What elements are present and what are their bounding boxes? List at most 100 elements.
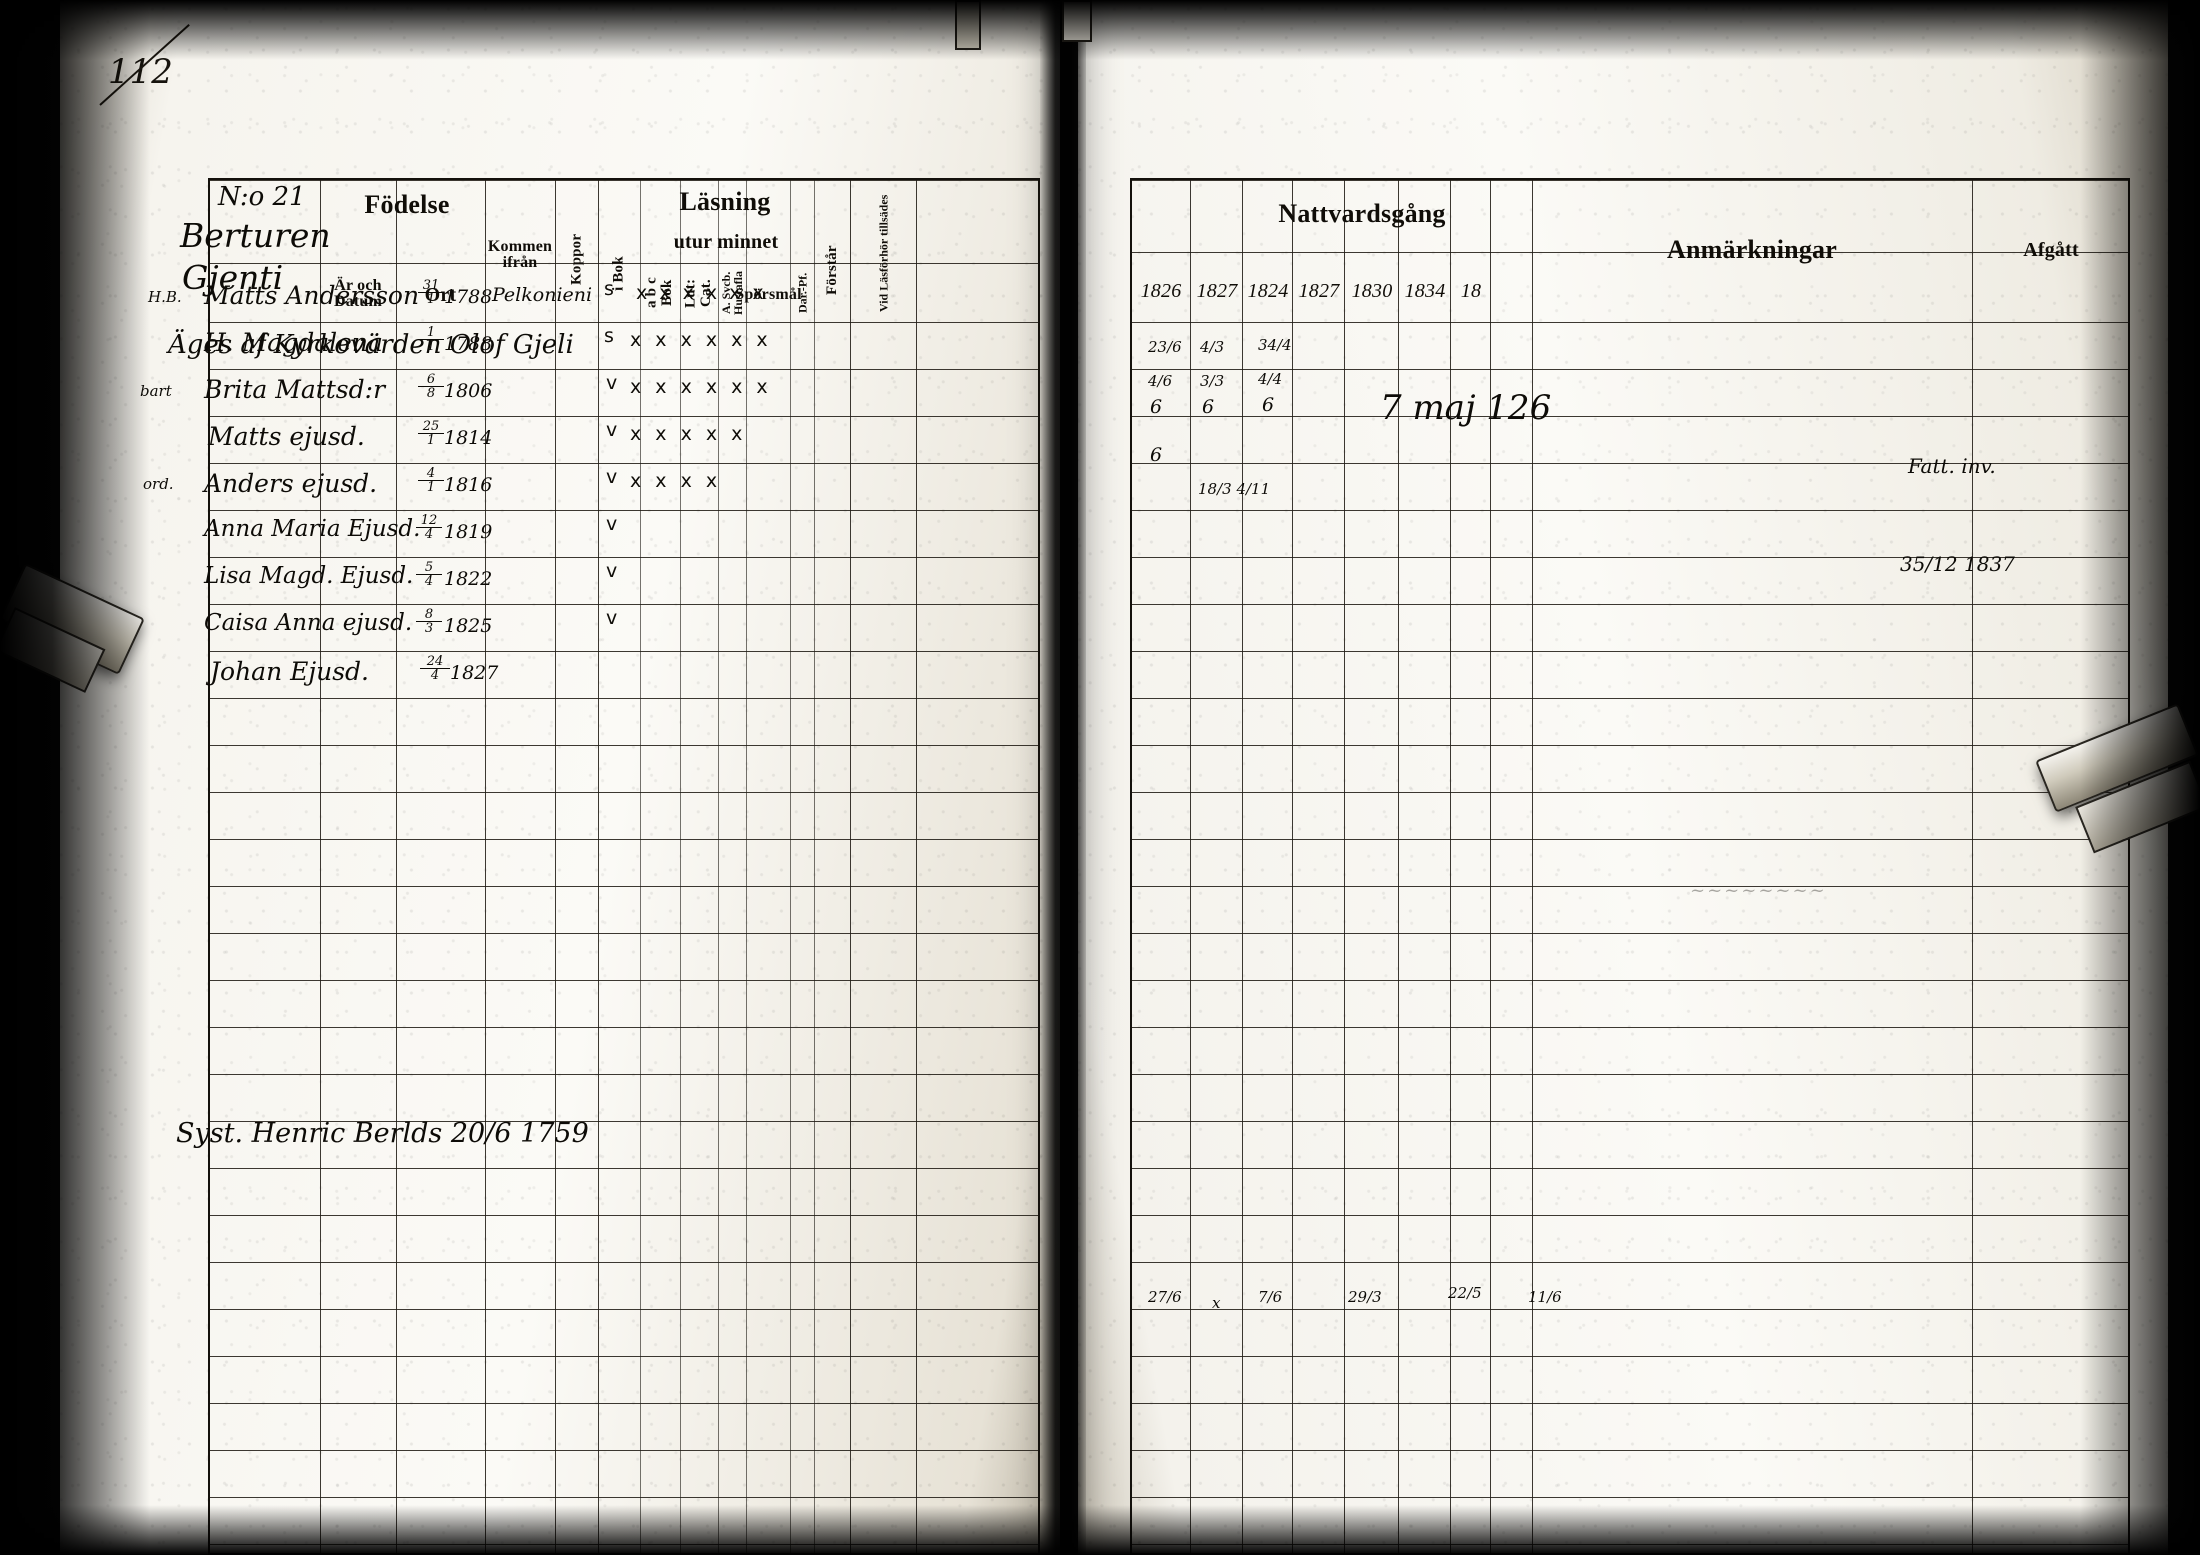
- koppor-mark: v: [606, 560, 618, 582]
- year-col-5: 1830: [1351, 279, 1393, 302]
- hdr-ar-och-datum: Är och Datum: [322, 270, 394, 318]
- communion-cell: 34/4: [1258, 336, 1292, 354]
- bottom-tally: 27/6: [1148, 1288, 1182, 1306]
- communion-cell: 4/4: [1258, 370, 1283, 388]
- year-col-6: 1834: [1404, 279, 1446, 302]
- clip-top-gutter: [1062, 0, 1092, 42]
- birth-year: 1827: [450, 662, 499, 684]
- birth-year: 1819: [444, 521, 493, 543]
- col-sporsmal-end: [790, 180, 791, 1553]
- communion-cell: 3/3: [1200, 372, 1225, 390]
- year-col-4: 1827: [1298, 279, 1340, 302]
- birth-year: 1822: [444, 568, 493, 590]
- birth-day: 6: [418, 373, 444, 387]
- clip-top-center: [955, 0, 981, 50]
- remark-entry: 35/12 1837: [1900, 552, 2015, 576]
- koppor-mark: s: [604, 325, 614, 347]
- col-vidlas-end: [916, 180, 917, 1553]
- person-name: H. Magdalena: [204, 328, 383, 357]
- bottom-tally: 29/3: [1348, 1288, 1382, 1306]
- row-prefix: H.B.: [148, 288, 182, 306]
- year-col-1: 1826: [1140, 279, 1182, 302]
- communion-cell: 18/3 4/11: [1198, 480, 1271, 498]
- hdr-ort: Ort: [424, 283, 457, 306]
- hdr-ar-och-datum-label: Är och Datum: [333, 276, 383, 310]
- person-name: Caisa Anna ejusd.: [204, 610, 413, 636]
- hdr-utur-minnet: utur minnet: [673, 230, 779, 253]
- reading-marks: x x x x x x: [630, 376, 772, 398]
- birth-year: 1825: [444, 615, 493, 637]
- communion-cell: 4/6: [1148, 372, 1173, 390]
- person-name: Matts ejusd.: [208, 422, 365, 451]
- reading-marks: x x x x: [630, 470, 722, 492]
- hdr-kommen-ifran: Kommen ifrån: [487, 237, 553, 271]
- col-y4: [1344, 180, 1345, 1553]
- col-remarks-end: [1972, 180, 1973, 1553]
- communion-cell: 4/3: [1200, 338, 1225, 356]
- birth-day: 24: [420, 655, 450, 669]
- col-from-end: [555, 180, 556, 1553]
- birth-month: 1: [426, 339, 436, 354]
- birth-year: 1788: [444, 286, 493, 308]
- communion-cell: 6: [1150, 396, 1163, 418]
- communion-cell: 6: [1262, 394, 1275, 416]
- birth-year: 1814: [444, 427, 493, 449]
- birth-month: 4: [424, 574, 434, 589]
- left-register-table: Födelse Är och Datum Ort Kommen ifrån Ko…: [168, 178, 1040, 1555]
- annotation-mid: 7 maj 126: [1380, 388, 1552, 428]
- owner-note: Äges af Kyrkovärden Olof Gjeli: [168, 330, 574, 360]
- birth-day: 5: [416, 561, 442, 575]
- hdr-lasning: Läsning: [679, 186, 771, 216]
- person-name: Anna Maria Ejusd.: [204, 516, 421, 542]
- hdr-afgatt: Afgått: [2023, 238, 2079, 261]
- birth-day: 25: [418, 420, 444, 434]
- person-name: Lisa Magd. Ejusd.: [204, 563, 414, 589]
- col-y7: [1490, 180, 1491, 1553]
- reading-marks: x x x x x x: [636, 282, 767, 304]
- col-name-end: [320, 180, 321, 1553]
- col-abc-end: [680, 180, 681, 1553]
- koppor-mark: v: [606, 513, 618, 535]
- koppor-mark: v: [606, 466, 618, 488]
- birth-year: 1816: [444, 474, 493, 496]
- col-koppor-end: [598, 180, 599, 1553]
- communion-cell: 23/6: [1148, 338, 1182, 356]
- col-y5: [1398, 180, 1399, 1553]
- household-number: N:o 21: [218, 182, 306, 212]
- koppor-mark: v: [606, 419, 618, 441]
- col-y1: [1190, 180, 1191, 1553]
- col-y3: [1292, 180, 1293, 1553]
- hdr-sub-rule: [210, 263, 1038, 264]
- birth-year: 1788: [444, 333, 493, 355]
- col-lutcat-end: [718, 180, 719, 1553]
- person-name: Anders ejusd.: [204, 469, 378, 498]
- col-darpf-end: [814, 180, 815, 1553]
- bottom-tally: x: [1212, 1294, 1221, 1312]
- person-name: Brita Mattsd:r: [204, 375, 386, 404]
- communion-cell: 6: [1150, 444, 1163, 466]
- hdr-anmarkningar: Anmärkningar: [1667, 234, 1837, 264]
- remarks-smudge: ~~~~~~~~: [1690, 880, 1827, 901]
- hdr-mid-rule: [210, 322, 1038, 323]
- birth-month: 3: [424, 621, 434, 636]
- birth-day: 4: [418, 467, 444, 481]
- birth-month: 1: [426, 433, 436, 448]
- left-page: [60, 0, 1060, 1555]
- koppor-mark: s: [604, 278, 614, 300]
- hdr-top-rule: [210, 180, 1038, 181]
- bottom-tally: 7/6: [1258, 1288, 1283, 1306]
- koppor-mark: v: [606, 372, 618, 394]
- col-forstar-end: [850, 180, 851, 1553]
- right-page: [1078, 0, 2168, 1555]
- hdr-i-bok: i Bok: [610, 256, 627, 292]
- birth-month: 4: [424, 527, 434, 542]
- birth-month: 8: [426, 386, 436, 401]
- birth-day: 8: [416, 608, 442, 622]
- col-place-end: [485, 180, 486, 1553]
- reading-marks: x x x x x x: [630, 329, 772, 351]
- row-prefix: bart: [140, 382, 172, 400]
- koppor-mark: v: [606, 607, 618, 629]
- communion-cell: 6: [1202, 396, 1215, 418]
